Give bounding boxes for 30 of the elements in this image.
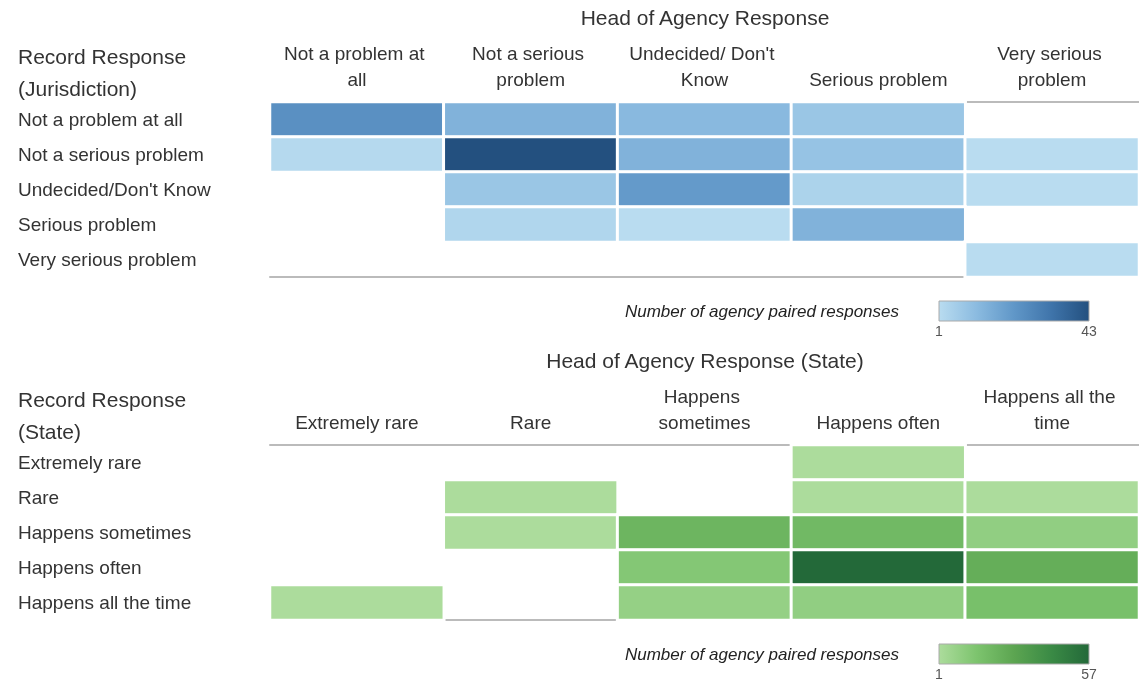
x-tick-label: Rare: [510, 411, 552, 433]
x-tick-label: Happens all the time: [983, 385, 1121, 433]
y-tick-label: Happens sometimes: [18, 522, 192, 543]
y-axis-title: Record Response (Jurisdiction): [18, 44, 192, 100]
x-tick-label: Serious problem: [809, 68, 948, 90]
x-tick-label: Undecided/ Don't Know: [629, 42, 780, 90]
y-tick-label: Serious problem: [18, 214, 157, 235]
x-tick-label: Happens sometimes: [658, 385, 751, 433]
y-tick-label: Not a serious problem: [18, 144, 204, 165]
x-tick-label: Extremely rare: [295, 411, 419, 433]
color-bar-title: Number of agency paired responses: [624, 644, 900, 664]
y-tick-label: Happens often: [18, 557, 142, 578]
x-tick-label: Very serious problem: [997, 42, 1108, 90]
y-axis-title: Record Response (State): [18, 387, 192, 443]
y-tick-label: Extremely rare: [18, 452, 142, 473]
chart-title: Head of Agency Response: [580, 6, 830, 29]
color-bar-label: 1: [935, 323, 944, 339]
x-tick-label: Not a serious problem: [472, 42, 590, 90]
y-tick-label: Happens all the time: [18, 592, 192, 613]
chart-title: Head of Agency Response (State): [546, 349, 864, 372]
color-bar-title: Number of agency paired responses: [624, 301, 900, 321]
x-tick-label: Not a problem at all: [284, 42, 430, 90]
color-bar-label: 43: [1081, 323, 1097, 339]
y-tick-label: Not a problem at all: [18, 109, 183, 130]
y-tick-label: Very serious problem: [18, 249, 197, 270]
y-tick-label: Undecided/Don't Know: [18, 179, 211, 200]
color-bar-label: 1: [935, 666, 944, 682]
x-tick-label: Happens often: [816, 411, 941, 433]
color-bar-label: 57: [1081, 666, 1097, 682]
y-tick-label: Rare: [18, 487, 60, 508]
